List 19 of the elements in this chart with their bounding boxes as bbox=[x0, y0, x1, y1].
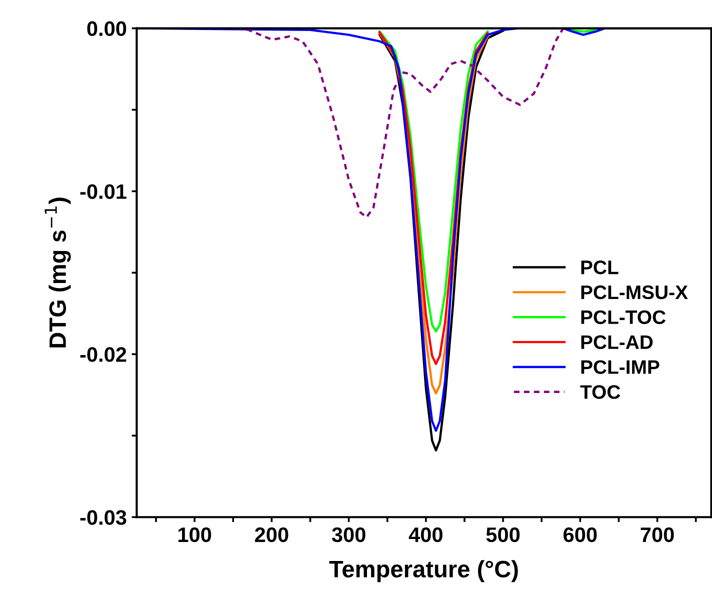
y-tick-label: -0.03 bbox=[80, 510, 126, 525]
legend-label: PCL-MSU-X bbox=[581, 285, 688, 300]
x-tick-label: 100 bbox=[178, 527, 212, 542]
x-tick-label: 700 bbox=[640, 527, 674, 542]
x-tick-label: 600 bbox=[564, 527, 597, 542]
legend-label: PCL-TOC bbox=[581, 310, 666, 324]
x-tick-label: 500 bbox=[486, 527, 520, 542]
y-tick-label: -0.01 bbox=[80, 184, 126, 199]
y-tick-label: -0.02 bbox=[80, 347, 126, 362]
legend-label: TOC bbox=[580, 385, 620, 399]
legend-label: PCL bbox=[581, 260, 618, 274]
x-tick-label: 200 bbox=[255, 527, 288, 542]
x-axis-title: Temperature (°C) bbox=[329, 560, 518, 582]
legend-label: PCL-IMP bbox=[581, 360, 660, 374]
y-tick-label: 0.00 bbox=[87, 21, 126, 36]
y-axis-title: DTG (mg s$^{−1}$) bbox=[44, 198, 71, 348]
x-tick-label: 300 bbox=[332, 527, 366, 542]
x-tick-label: 400 bbox=[408, 527, 442, 542]
legend-label: PCL-AD bbox=[581, 335, 653, 350]
